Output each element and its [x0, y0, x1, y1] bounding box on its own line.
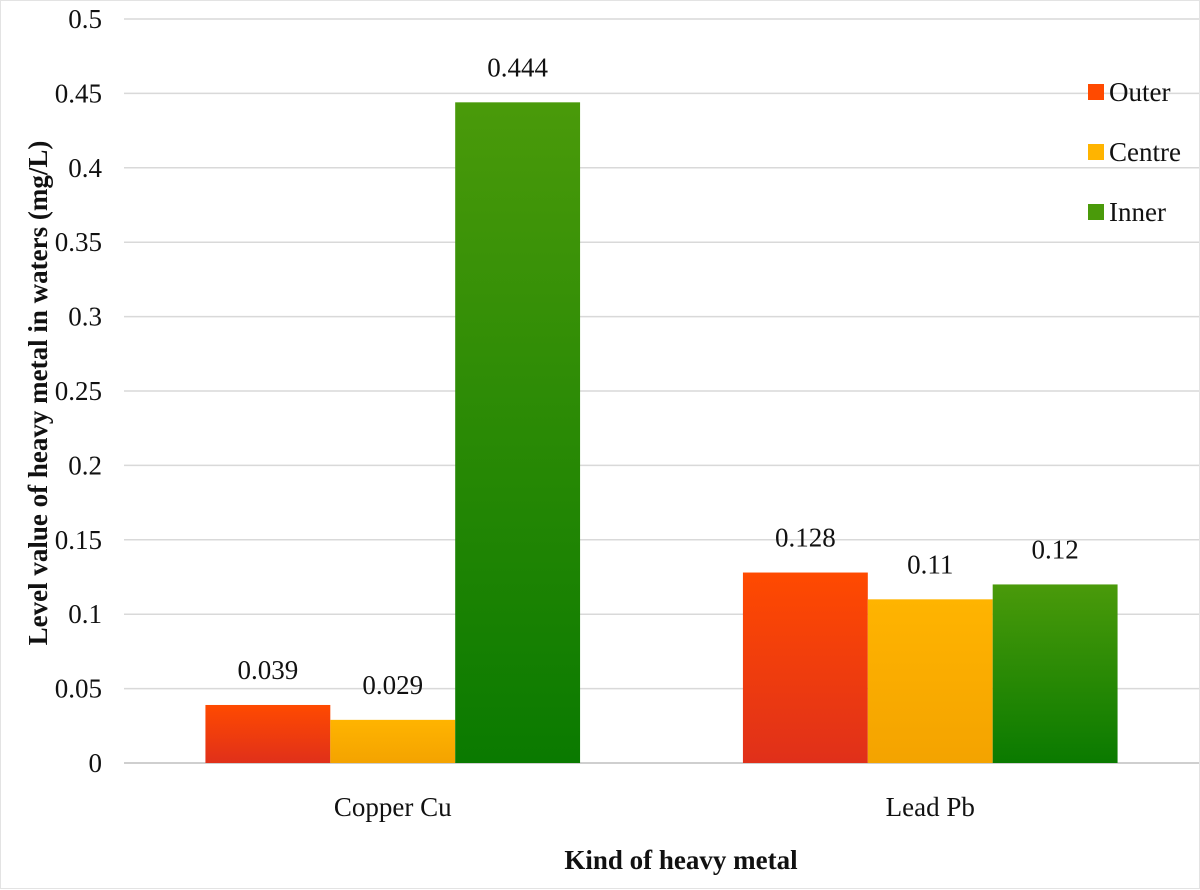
y-tick-label: 0.5: [68, 4, 102, 34]
data-label-centre-1: 0.11: [907, 549, 953, 579]
data-label-outer-0: 0.039: [237, 655, 298, 685]
y-tick-label: 0.3: [68, 302, 102, 332]
bar-outer-1: [742, 572, 868, 763]
data-label-inner-0: 0.444: [487, 52, 548, 82]
y-tick-label: 0.45: [55, 78, 102, 108]
bars: [205, 102, 1118, 763]
y-tick-label: 0.15: [55, 525, 102, 555]
y-axis-title: Level value of heavy metal in waters (mg…: [23, 141, 53, 646]
data-labels: 0.039 0.029 0.444 0.128 0.11 0.12: [237, 52, 1078, 700]
legend-label-inner: Inner: [1109, 197, 1166, 227]
y-tick-label: 0: [89, 748, 103, 778]
bar-centre-1: [867, 599, 993, 763]
legend-swatch-centre: [1088, 144, 1104, 160]
gridlines: [124, 18, 1199, 764]
data-label-centre-0: 0.029: [362, 670, 423, 700]
x-axis-title: Kind of heavy metal: [564, 845, 798, 875]
category-label: Copper Cu: [334, 792, 452, 822]
bar-centre-0: [330, 719, 456, 763]
bar-outer-0: [205, 704, 331, 763]
legend-swatch-inner: [1088, 204, 1104, 220]
data-label-outer-1: 0.128: [775, 523, 836, 553]
x-axis-categories: Copper Cu Lead Pb: [334, 792, 975, 822]
bar-inner-1: [992, 584, 1118, 763]
legend-swatch-outer: [1088, 84, 1104, 100]
legend-label-centre: Centre: [1109, 137, 1181, 167]
legend-label-outer: Outer: [1109, 77, 1170, 107]
y-tick-label: 0.1: [68, 599, 102, 629]
y-tick-label: 0.2: [68, 450, 102, 480]
y-tick-label: 0.05: [55, 674, 102, 704]
y-tick-label: 0.25: [55, 376, 102, 406]
y-tick-label: 0.35: [55, 227, 102, 257]
category-label: Lead Pb: [886, 792, 975, 822]
data-label-inner-1: 0.12: [1032, 534, 1079, 564]
y-tick-label: 0.4: [68, 153, 102, 183]
bar-inner-0: [455, 102, 581, 763]
legend: Outer Centre Inner: [1088, 77, 1181, 227]
y-axis-ticks: 0 0.05 0.1 0.15 0.2 0.25 0.3 0.35 0.4 0.45 0.5: [55, 4, 103, 778]
